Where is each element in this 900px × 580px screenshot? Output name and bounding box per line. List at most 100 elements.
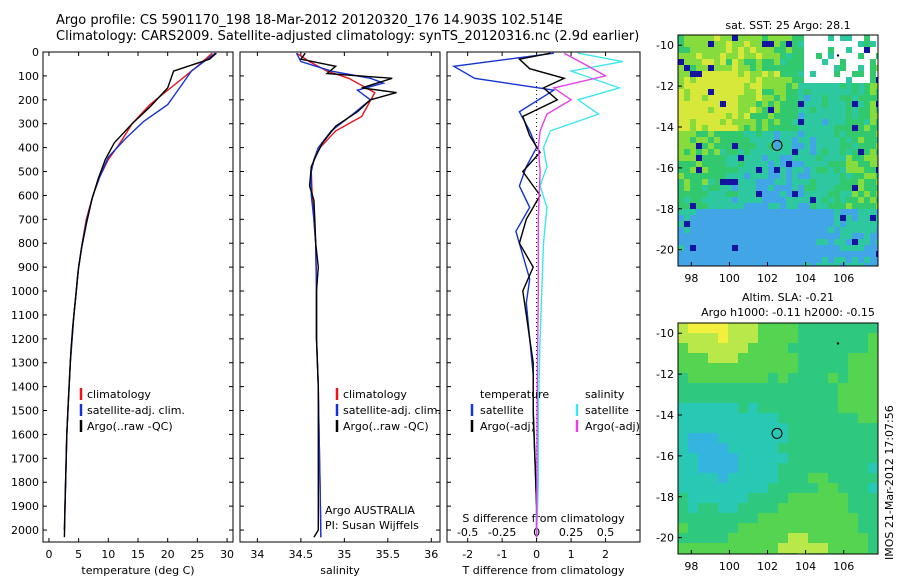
map-cell — [714, 179, 721, 186]
map-cell — [756, 71, 763, 78]
map-cell — [708, 503, 719, 514]
plot-frame — [239, 51, 441, 543]
map-cell — [748, 513, 759, 524]
map-cell — [708, 185, 715, 192]
map-cell — [876, 191, 878, 198]
map-cell — [758, 343, 769, 354]
map-cell — [748, 473, 759, 484]
map-cell — [828, 343, 839, 354]
map-cell — [678, 215, 685, 222]
map-cell — [808, 383, 819, 394]
map-cell — [768, 463, 779, 474]
map-cell — [838, 503, 849, 514]
map-cell — [798, 83, 805, 90]
map-cell — [808, 493, 819, 504]
map-cell — [718, 533, 729, 544]
map-cell — [786, 197, 793, 204]
map-cell — [822, 83, 829, 90]
map-cell — [798, 263, 805, 266]
map-cell — [718, 363, 729, 374]
map-cell — [870, 155, 877, 162]
map-cell — [780, 119, 787, 126]
map-cell — [702, 101, 709, 108]
map-cell — [840, 35, 847, 42]
map-cell — [720, 131, 727, 138]
map-cell — [868, 523, 878, 534]
map-cell — [876, 35, 878, 42]
y-tick-label: -14 — [656, 409, 674, 422]
map-cell — [838, 523, 849, 534]
map-cell — [778, 553, 789, 554]
map-cell — [688, 493, 699, 504]
map-cell — [788, 333, 799, 344]
map-cell — [768, 95, 775, 102]
map-cell — [834, 41, 841, 48]
map-cell — [684, 113, 691, 120]
argo-position-marker — [771, 139, 783, 151]
map-cell — [748, 493, 759, 504]
map-cell — [732, 101, 739, 108]
map-cell — [852, 149, 859, 156]
map-cell — [816, 245, 823, 252]
map-cell — [852, 107, 859, 114]
x-tick-label: 10 — [101, 548, 115, 561]
map-cell — [778, 523, 789, 534]
map-cell — [858, 257, 865, 264]
map-cell — [858, 65, 865, 72]
map-cell — [846, 257, 853, 264]
map-cell — [678, 65, 685, 72]
map-cell — [834, 107, 841, 114]
map-cell — [858, 453, 869, 464]
map-cell — [834, 161, 841, 168]
map-cell — [810, 113, 817, 120]
map-cell — [840, 107, 847, 114]
map-cell — [864, 167, 871, 174]
map-cell — [698, 433, 709, 444]
y-tick-label: 300 — [18, 118, 39, 131]
map-cell — [768, 413, 779, 424]
map-cell — [818, 403, 829, 414]
map-cell — [786, 95, 793, 102]
map-cell — [846, 77, 853, 84]
map-cell — [834, 167, 841, 174]
map-cell — [696, 155, 703, 162]
map-cell — [720, 215, 727, 222]
map-cell — [698, 523, 709, 534]
map-cell — [778, 513, 789, 524]
map-cell — [698, 413, 709, 424]
map-cell — [756, 59, 763, 66]
map-cell — [780, 209, 787, 216]
map-cell — [690, 137, 697, 144]
map-cell — [852, 215, 859, 222]
map-cell — [846, 47, 853, 54]
map-cell — [870, 209, 877, 216]
map-cell — [678, 463, 689, 474]
map-cell — [818, 523, 829, 534]
map-cell — [852, 101, 859, 108]
map-cell — [728, 513, 739, 524]
map-cell — [810, 65, 817, 72]
map-cell — [762, 221, 769, 228]
map-cell — [688, 433, 699, 444]
map-cell — [714, 143, 721, 150]
map-cell — [738, 89, 745, 96]
map-cell — [756, 155, 763, 162]
y-tick-label: -20 — [656, 244, 674, 257]
map-cell — [864, 89, 871, 96]
map-cell — [774, 161, 781, 168]
map-cell — [780, 77, 787, 84]
map-cell — [858, 35, 865, 42]
map-cell — [698, 423, 709, 434]
map-cell — [698, 493, 709, 504]
map-cell — [870, 251, 877, 258]
map-cell — [762, 125, 769, 132]
map-cell — [786, 71, 793, 78]
map-cell — [876, 113, 878, 120]
map-cell — [858, 463, 869, 474]
map-cell — [798, 257, 805, 264]
map-cell — [792, 233, 799, 240]
map-cell — [852, 143, 859, 150]
map-cell — [788, 533, 799, 544]
map-cell — [788, 363, 799, 374]
map-cell — [834, 113, 841, 120]
